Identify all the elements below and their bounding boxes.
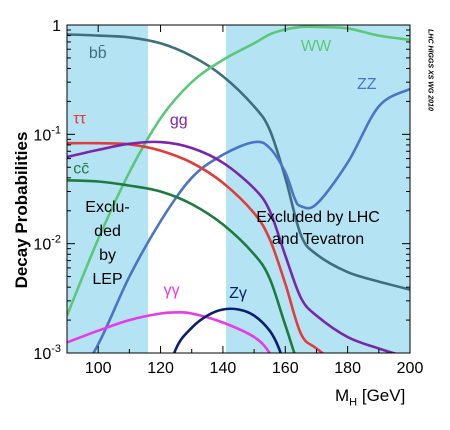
series-line-7 (67, 310, 272, 353)
excluded-label-1-line-2: ded (94, 223, 121, 240)
x-axis-label-sub: H (349, 396, 358, 409)
series-label-2: WW (301, 38, 332, 55)
y-axis-label: Decay Probabilities (12, 131, 31, 289)
x-tick-label-4: 160 (272, 360, 299, 377)
series-line-3 (91, 87, 410, 353)
y-tick-label-2: 10-2 (33, 234, 61, 254)
y-tick-label-1: 10-3 (33, 343, 61, 363)
watermark-text: LHC HIGGS XS WG 2010 (426, 29, 434, 111)
series-line-6 (67, 179, 296, 353)
x-tick-label-6: 200 (397, 360, 424, 377)
series-label-8: Zγ (229, 285, 247, 302)
x-tick-label-5: 180 (334, 360, 361, 377)
series-label-6: cc̄ (73, 160, 89, 177)
series-label-7: γγ (164, 282, 180, 299)
y-tick-label-4: 1 (52, 18, 61, 35)
x-tick-label-3: 140 (210, 360, 237, 377)
y-tick-label-3: 10-1 (33, 124, 61, 144)
excluded-label-1-line-4: LEP (92, 271, 122, 288)
series-label-4: ττ (73, 111, 86, 128)
x-axis-label-main: M (335, 386, 350, 405)
excluded-label-1-line-3: by (99, 247, 116, 264)
excluded-region-2 (226, 25, 410, 353)
series-line-1 (67, 33, 410, 291)
series-line-8 (172, 307, 282, 353)
x-axis-label-unit: [GeV] (361, 386, 406, 405)
x-tick-label-2: 120 (147, 360, 174, 377)
series-label-5: gg (170, 112, 188, 129)
series-line-5 (67, 140, 398, 353)
excluded-label-2-line-2: and Tevatron (272, 231, 364, 248)
x-tick-label-1: 100 (85, 360, 112, 377)
series-label-3: ZZ (357, 76, 377, 93)
x-axis-label: MH [GeV] (335, 386, 405, 408)
excluded-region-1 (67, 25, 149, 353)
series-line-2 (67, 25, 410, 317)
series-label-1: bb̄ (89, 44, 107, 61)
curves-group (67, 25, 410, 353)
plot-frame (66, 24, 411, 354)
excluded-label-2-line-1: Excluded by LHC (256, 209, 380, 226)
excluded-label-1-line-1: Exclu- (85, 199, 129, 216)
